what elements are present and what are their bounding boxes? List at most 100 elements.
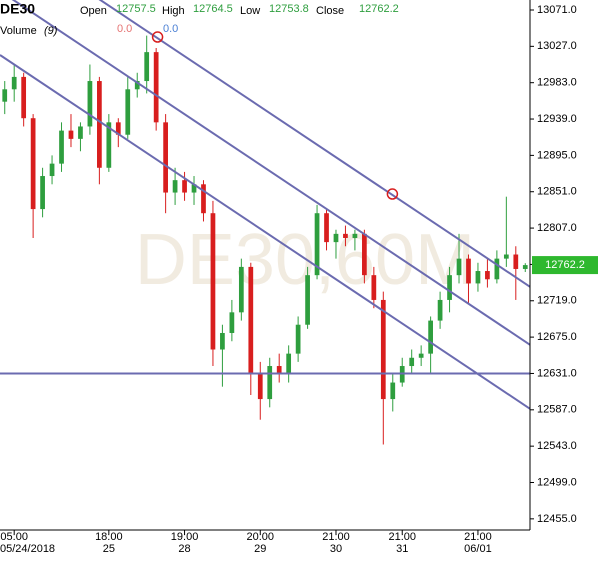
candle-body bbox=[390, 382, 396, 400]
candle-body bbox=[475, 271, 481, 284]
high-value: 12764.5 bbox=[193, 3, 233, 15]
candle-body bbox=[276, 366, 282, 375]
y-tick-label: 12895.0 bbox=[537, 149, 577, 161]
last-price-label: 12762.2 bbox=[545, 259, 585, 271]
candle-body bbox=[286, 353, 292, 375]
candle-body bbox=[494, 258, 500, 280]
x-tick-label: 05:00 bbox=[0, 531, 28, 543]
trend-line bbox=[0, 54, 530, 410]
volume-readout: 0.0 bbox=[163, 23, 178, 35]
close-label: Close bbox=[316, 5, 344, 17]
volume-readout: 0.0 bbox=[117, 23, 132, 35]
x-tick-label: 20:00 bbox=[247, 531, 275, 543]
candle-body bbox=[352, 233, 358, 238]
low-label: Low bbox=[240, 5, 260, 17]
candle-body bbox=[106, 122, 112, 168]
candle-body bbox=[163, 122, 168, 193]
candle-body bbox=[447, 275, 452, 300]
candle-body bbox=[210, 213, 216, 350]
candle-body bbox=[182, 180, 187, 193]
x-tick-label: 21:00 bbox=[322, 531, 350, 543]
candle-body bbox=[305, 275, 310, 325]
candle-body bbox=[2, 89, 8, 102]
open-value: 12757.5 bbox=[116, 3, 156, 15]
y-tick-label: 12631.0 bbox=[537, 367, 577, 379]
trend-line bbox=[98, 0, 530, 288]
candle-body bbox=[267, 366, 273, 400]
x-tick-date: 29 bbox=[254, 543, 266, 555]
y-tick-label: 12719.0 bbox=[537, 295, 577, 307]
x-tick-label: 21:00 bbox=[464, 531, 492, 543]
volume-param: (9) bbox=[44, 25, 58, 37]
candle-body bbox=[466, 258, 471, 284]
candle-body bbox=[40, 176, 45, 210]
open-label: Open bbox=[80, 5, 107, 17]
candle-body bbox=[371, 275, 377, 300]
candle-body bbox=[144, 52, 150, 82]
x-tick-label: 18:00 bbox=[95, 531, 123, 543]
candle-body bbox=[125, 89, 131, 135]
candle-body bbox=[503, 254, 509, 259]
candle-body bbox=[513, 254, 519, 269]
candle-body bbox=[314, 213, 320, 276]
candle-body bbox=[229, 312, 235, 333]
candle-body bbox=[97, 81, 102, 168]
candle-body bbox=[324, 213, 329, 243]
volume-label: Volume bbox=[0, 25, 37, 37]
candle-body bbox=[248, 266, 254, 375]
y-tick-label: 12587.0 bbox=[537, 404, 577, 416]
candle-body bbox=[134, 81, 140, 90]
candle-body bbox=[220, 332, 225, 350]
candle-body bbox=[59, 130, 64, 164]
last-price-box bbox=[532, 256, 598, 275]
candle-body bbox=[201, 184, 206, 214]
anchor-point bbox=[151, 31, 164, 43]
candle-body bbox=[362, 233, 367, 276]
candle-body bbox=[68, 130, 74, 139]
x-tick-date: 25 bbox=[103, 543, 115, 555]
symbol: DE30 bbox=[0, 1, 35, 17]
trend-line bbox=[11, 0, 530, 346]
y-tick-label: 12675.0 bbox=[537, 331, 577, 343]
x-tick-date: 31 bbox=[396, 543, 408, 555]
candle-body bbox=[333, 233, 339, 243]
candle-body bbox=[78, 126, 83, 139]
candle-body bbox=[295, 324, 301, 354]
anchor-point bbox=[386, 188, 399, 200]
candle-body bbox=[87, 81, 93, 127]
y-tick-label: 12543.0 bbox=[537, 440, 577, 452]
candle-body bbox=[418, 353, 424, 358]
candle-body bbox=[21, 76, 27, 119]
candle-body bbox=[153, 52, 159, 123]
candle-body bbox=[456, 258, 462, 276]
y-tick-label: 12939.0 bbox=[537, 113, 577, 125]
x-tick-date: 30 bbox=[330, 543, 342, 555]
candle-body bbox=[343, 233, 348, 238]
watermark: DE30,60M bbox=[135, 220, 475, 300]
x-tick-date: 05/24/2018 bbox=[0, 543, 55, 555]
y-tick-label: 12851.0 bbox=[537, 186, 577, 198]
y-tick-label: 12807.0 bbox=[537, 222, 577, 234]
candle-body bbox=[191, 184, 197, 193]
candle-body bbox=[485, 271, 490, 280]
candle-body bbox=[172, 180, 178, 193]
candle-body bbox=[115, 122, 121, 135]
y-tick-label: 12499.0 bbox=[537, 476, 577, 488]
y-tick-label: 12983.0 bbox=[537, 77, 577, 89]
x-tick-label: 21:00 bbox=[388, 531, 416, 543]
candle-body bbox=[437, 299, 443, 321]
close-value: 12762.2 bbox=[359, 3, 399, 15]
y-tick-label: 13027.0 bbox=[537, 40, 577, 52]
low-value: 12753.8 bbox=[269, 3, 309, 15]
candle-body bbox=[49, 163, 55, 177]
high-label: High bbox=[162, 5, 185, 17]
y-tick-label: 13071.0 bbox=[537, 4, 577, 16]
plot-area bbox=[0, 0, 530, 445]
candle-body bbox=[522, 265, 528, 269]
x-tick-date: 28 bbox=[178, 543, 190, 555]
candle-body bbox=[257, 374, 263, 400]
candle-body bbox=[428, 320, 433, 354]
x-tick-date: 06/01 bbox=[464, 543, 492, 555]
candle-body bbox=[30, 118, 36, 210]
